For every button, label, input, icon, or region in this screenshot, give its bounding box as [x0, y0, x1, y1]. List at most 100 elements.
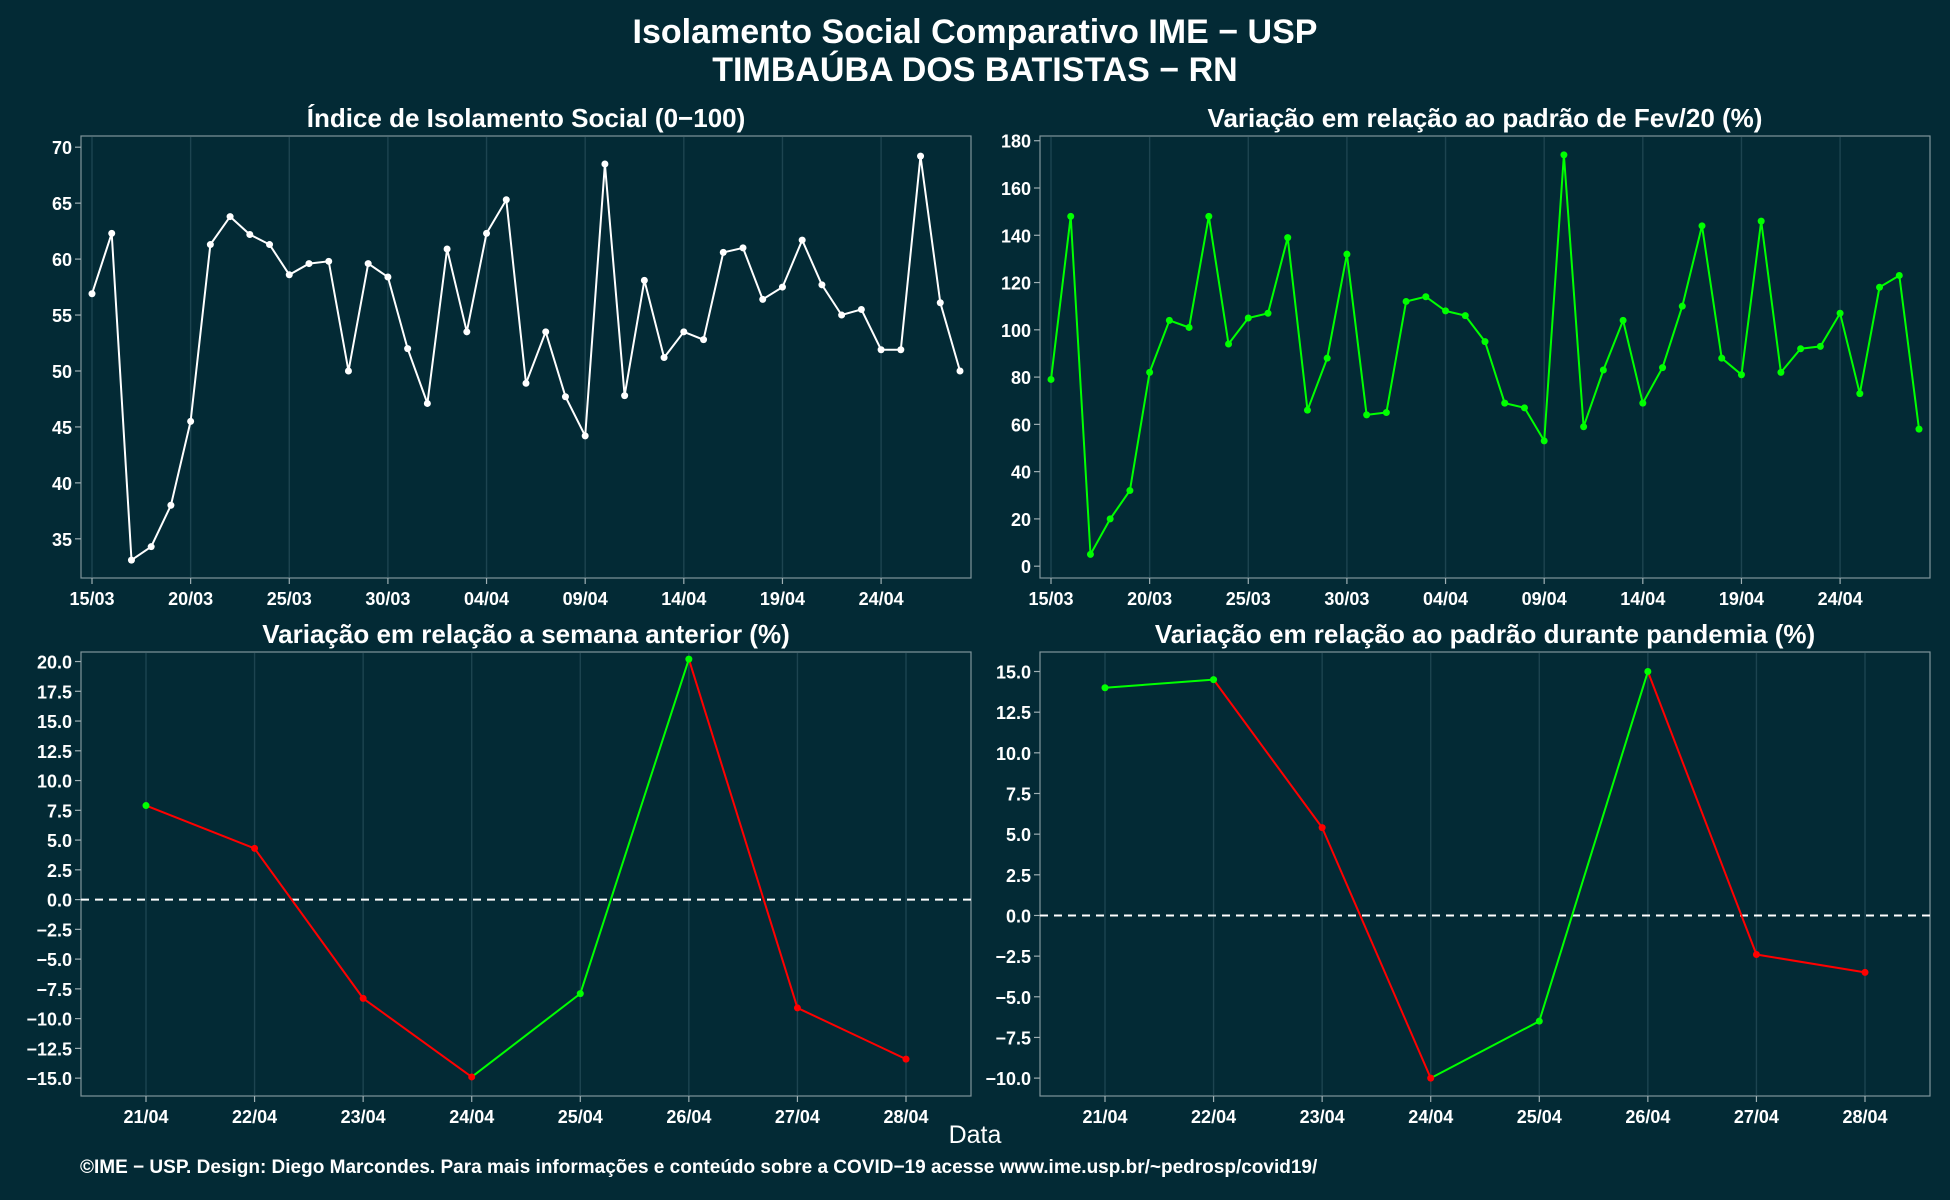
panel-4-point: [1535, 1017, 1543, 1025]
panel-3-point: [793, 1004, 801, 1012]
panel-2-point: [1856, 390, 1864, 398]
panel-3-y-tick-label: 7.5: [47, 801, 72, 821]
panel-2-x-tick-label: 15/03: [1028, 589, 1073, 609]
panel-3-y-tick-label: −15.0: [26, 1069, 72, 1089]
panel-3-x-tick-label: 27/04: [775, 1107, 820, 1127]
panel-4-y-tick-label: 2.5: [1006, 866, 1031, 886]
panel-1-point: [246, 230, 254, 238]
panel-2-x-tick-label: 04/04: [1423, 589, 1468, 609]
panel-2-x-tick-label: 19/04: [1719, 589, 1764, 609]
panel-1-point: [226, 213, 234, 221]
panel-4-x-tick-label: 24/04: [1408, 1107, 1453, 1127]
panel-4-x-tick-label: 25/04: [1517, 1107, 1562, 1127]
panel-4-point: [1752, 951, 1760, 959]
panel-4-y-tick-label: −10.0: [985, 1069, 1031, 1089]
panel-1-point: [700, 336, 708, 344]
panel-4-x-tick-label: 28/04: [1842, 1107, 1887, 1127]
panel-4-y-tick-label: 15.0: [996, 663, 1031, 683]
panel-1-point: [798, 236, 806, 244]
panel-2-point: [1382, 409, 1390, 417]
panel-1-y-tick-label: 45: [52, 418, 72, 438]
panel-4-segment: [1430, 1020, 1540, 1079]
panel-1-y-tick-label: 40: [52, 474, 72, 494]
panel-2-point: [1895, 271, 1903, 279]
panel-4-segment: [1756, 953, 1866, 974]
panel-1-point: [778, 283, 786, 291]
panel-1-point: [522, 379, 530, 387]
panel-1-point: [502, 196, 510, 204]
panel-1-point: [206, 241, 214, 249]
panel-3-point: [359, 994, 367, 1002]
panel-1-point: [187, 417, 195, 425]
panel-2-point: [1363, 411, 1371, 419]
panel-2-point: [1876, 283, 1884, 291]
panel-1-point: [897, 346, 905, 354]
panel-1-x-tick-label: 30/03: [365, 589, 410, 609]
panel-2-point: [1244, 314, 1252, 322]
panel-2-x-tick-label: 20/03: [1127, 589, 1172, 609]
panel-3-segment: [253, 847, 364, 999]
panel-1-point: [917, 152, 925, 160]
panel-4-y-tick-label: 5.0: [1006, 825, 1031, 845]
panel-1-point: [384, 273, 392, 281]
panel-1-point: [147, 543, 155, 551]
panel-4-segment: [1104, 678, 1214, 689]
panel-2-point: [1757, 217, 1765, 225]
panel-1-point: [838, 311, 846, 319]
panel-3-y-tick-label: −5.0: [36, 950, 72, 970]
panel-4-title: Variação em relação ao padrão durante pa…: [1155, 619, 1815, 649]
panel-1-point: [640, 276, 648, 284]
panel-2-point: [1737, 371, 1745, 379]
panel-1-point: [325, 257, 333, 265]
panel-3-x-tick-label: 24/04: [449, 1107, 494, 1127]
panel-3-x-tick-label: 23/04: [341, 1107, 386, 1127]
panel-4-segment: [1212, 679, 1323, 829]
panel-2-point: [1422, 293, 1430, 301]
panel-4-y-tick-label: −5.0: [995, 988, 1031, 1008]
main-title: Isolamento Social Comparativo IME − USP: [632, 13, 1318, 51]
panel-2-point: [1205, 212, 1213, 220]
panel-4-segment: [1646, 671, 1758, 955]
panel-3-y-tick-label: −10.0: [26, 1010, 72, 1030]
panel-3-y-tick-label: 2.5: [47, 861, 72, 881]
panel-1-x-tick-label: 19/04: [760, 589, 805, 609]
panel-3-y-tick-label: 12.5: [37, 742, 72, 762]
panel-2-frame: [1039, 135, 1931, 579]
panel-2-point: [1560, 151, 1568, 159]
panel-2-point: [1047, 375, 1055, 383]
panel-2-point: [1580, 423, 1588, 431]
panel-2-point: [1481, 338, 1489, 346]
panel-1-point: [483, 229, 491, 237]
panel-2-y-tick-label: 140: [1001, 226, 1031, 246]
panel-3-point: [142, 802, 150, 810]
panel-2-point: [1659, 364, 1667, 372]
panel-1-y-tick-label: 35: [52, 530, 72, 550]
panel-3-y-tick-label: 20.0: [37, 653, 72, 673]
panel-4-x-tick-label: 26/04: [1625, 1107, 1670, 1127]
panel-1-x-tick-label: 04/04: [464, 589, 509, 609]
panel-1-point: [621, 392, 629, 400]
panel-3-y-tick-label: 15.0: [37, 712, 72, 732]
panel-1-point: [463, 328, 471, 336]
panel-2-y-tick-label: 20: [1011, 510, 1031, 530]
panel-1-point: [266, 241, 274, 249]
panel-1-point: [285, 271, 293, 279]
panel-1-point: [364, 260, 372, 268]
panel-1-point: [936, 299, 944, 307]
panel-3-y-tick-label: 0.0: [47, 891, 72, 911]
panel-2-point: [1915, 425, 1923, 433]
panel-2-title: Variação em relação ao padrão de Fev/20 …: [1208, 103, 1763, 133]
x-axis-caption: Data: [948, 1121, 1002, 1149]
panel-2-point: [1520, 404, 1528, 412]
panel-2-point: [1501, 399, 1509, 407]
panel-2-y-tick-label: 80: [1011, 368, 1031, 388]
panel-1-point: [857, 305, 865, 313]
panel-2-point: [1402, 297, 1410, 305]
panel-3-segment: [145, 804, 255, 850]
panel-1-y-tick-label: 70: [52, 138, 72, 158]
panel-2-point: [1718, 354, 1726, 362]
panel-1-y-tick-label: 60: [52, 250, 72, 270]
panel-3-y-tick-label: 17.5: [37, 682, 72, 702]
panel-3-segment: [797, 1007, 907, 1061]
panel-2-y-tick-label: 120: [1001, 274, 1031, 294]
